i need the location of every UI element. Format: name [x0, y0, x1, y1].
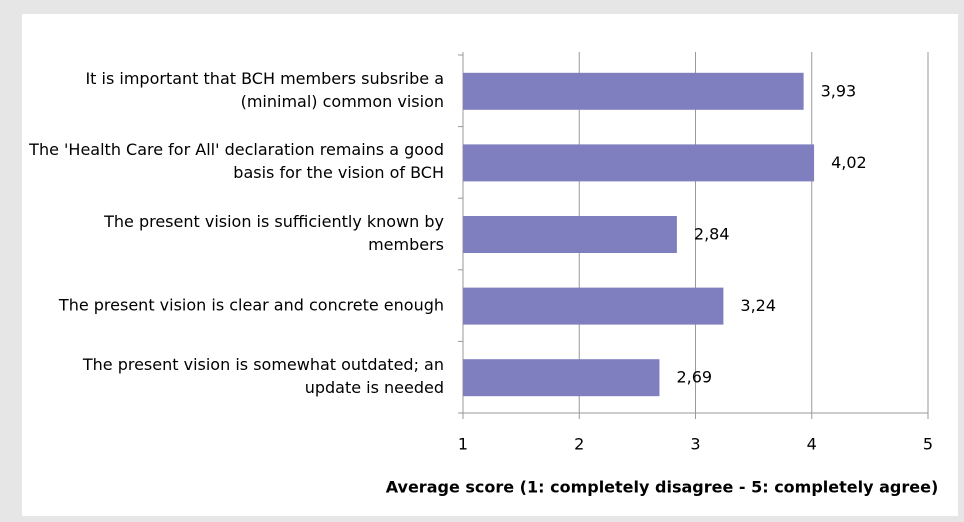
- bar: [463, 216, 677, 253]
- x-tick-label: 5: [923, 435, 933, 454]
- x-tick-label: 1: [458, 435, 468, 454]
- bar: [463, 359, 660, 397]
- bar: [463, 287, 724, 325]
- category-label: It is important that BCH members subsrib…: [85, 68, 444, 111]
- value-label: 2,69: [676, 368, 712, 387]
- value-label: 3,24: [740, 296, 776, 315]
- bar: [463, 72, 804, 110]
- category-label: The present vision is somewhat outdated;…: [82, 355, 444, 398]
- x-tick-label: 3: [690, 435, 700, 454]
- bar: [463, 144, 815, 182]
- x-tick-label: 2: [574, 435, 584, 454]
- category-label: The present vision is clear and concrete…: [58, 295, 444, 315]
- value-label: 4,02: [831, 153, 867, 172]
- category-label: The 'Health Care for All' declaration re…: [29, 140, 444, 183]
- x-axis-title: Average score (1: completely disagree - …: [386, 478, 939, 497]
- x-tick-label: 4: [807, 435, 817, 454]
- value-label: 3,93: [821, 81, 857, 100]
- category-label: The present vision is sufficiently known…: [104, 212, 444, 254]
- value-label: 2,84: [694, 225, 730, 244]
